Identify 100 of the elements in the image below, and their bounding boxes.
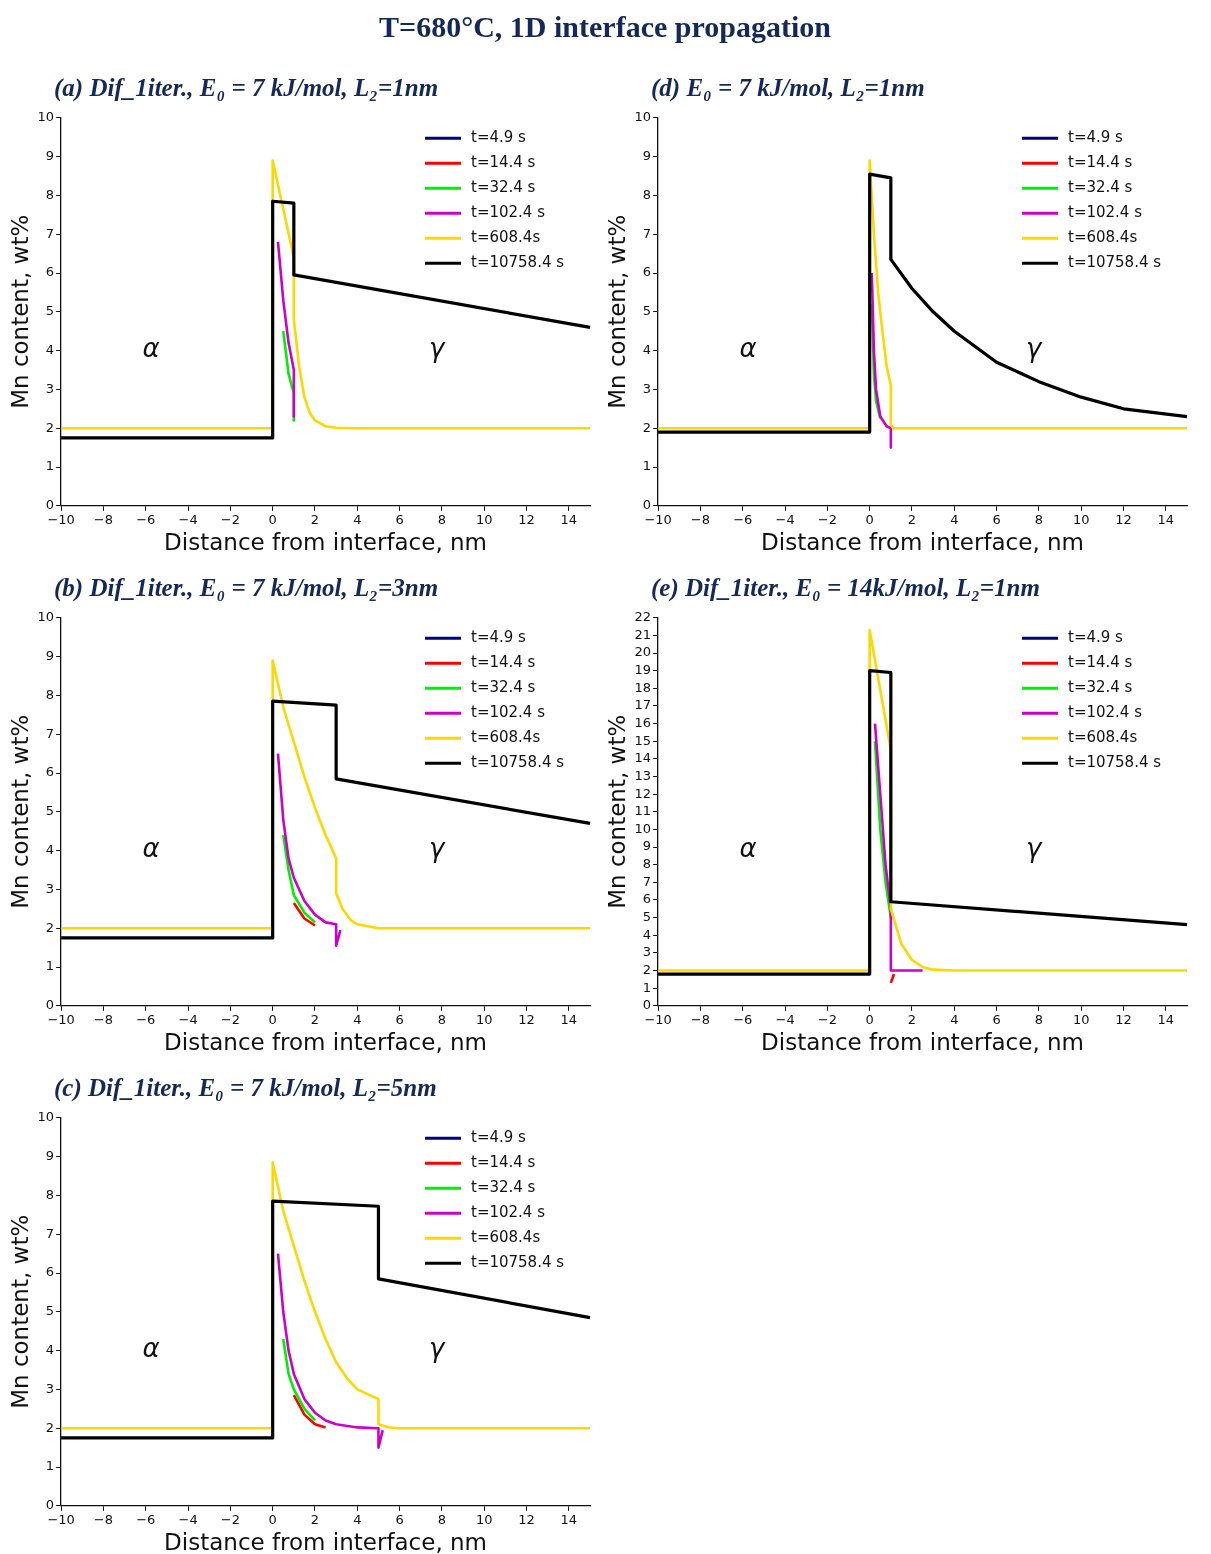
x-tick-label: 10 <box>475 1011 493 1027</box>
x-tick-label: −2 <box>220 1511 240 1527</box>
annotation: α <box>739 833 757 864</box>
annotation: γ <box>1025 833 1043 864</box>
y-tick-label: 2 <box>45 919 55 935</box>
legend-label: t=32.4 s <box>471 1178 536 1197</box>
x-tick-label: 2 <box>310 1511 320 1527</box>
legend-label: t=102.4 s <box>471 703 546 722</box>
y-tick-label: 10 <box>37 1109 55 1125</box>
x-axis-title: Distance from interface, nm <box>761 529 1085 556</box>
annotation: α <box>739 333 757 364</box>
x-tick-label: 14 <box>1157 1011 1175 1027</box>
y-tick-label: 1 <box>642 458 652 474</box>
x-tick-label: 2 <box>310 511 320 527</box>
annotation: γ <box>1025 333 1043 364</box>
y-axis-title: Mn content, wt% <box>6 1214 33 1409</box>
y-tick-label: 4 <box>45 341 55 357</box>
y-tick-label: 0 <box>45 1497 55 1513</box>
x-tick-label: −10 <box>47 1511 75 1527</box>
y-tick-label: 9 <box>45 1147 55 1163</box>
legend-label: t=102.4 s <box>471 1203 546 1222</box>
x-tick-label: 0 <box>268 511 277 527</box>
x-tick-label: 2 <box>907 1011 917 1027</box>
x-tick-label: 12 <box>1115 511 1132 527</box>
y-tick-label: 4 <box>642 341 652 357</box>
x-tick-label: −6 <box>733 1011 753 1027</box>
x-tick-label: 6 <box>992 511 1001 527</box>
y-tick-label: 11 <box>634 803 652 819</box>
x-tick-label: 4 <box>950 511 959 527</box>
y-tick-label: 4 <box>642 926 652 942</box>
y-tick-label: 3 <box>45 880 55 896</box>
y-tick-label: 2 <box>642 419 652 435</box>
y-tick-label: 9 <box>45 647 55 663</box>
x-tick-label: −6 <box>136 1511 156 1527</box>
x-tick-label: 4 <box>950 1011 959 1027</box>
y-tick-label: 7 <box>45 1225 55 1241</box>
x-tick-label: −2 <box>817 1011 837 1027</box>
x-tick-label: 0 <box>268 1511 277 1527</box>
x-tick-label: −10 <box>47 1011 75 1027</box>
x-tick-label: 6 <box>395 511 404 527</box>
y-tick-label: 14 <box>634 750 652 766</box>
x-tick-label: −10 <box>47 511 75 527</box>
y-tick-label: 5 <box>45 1303 55 1319</box>
y-tick-label: 6 <box>45 1264 55 1280</box>
y-tick-label: 1 <box>45 1458 55 1474</box>
y-tick-label: 8 <box>45 186 55 202</box>
x-tick-label: −4 <box>178 1011 198 1027</box>
x-tick-label: 8 <box>437 511 447 527</box>
legend-label: t=102.4 s <box>1068 703 1143 722</box>
y-tick-label: 2 <box>642 961 652 977</box>
y-tick-label: 3 <box>45 380 55 396</box>
x-tick-label: 14 <box>560 511 578 527</box>
legend-label: t=14.4 s <box>1068 153 1133 172</box>
x-tick-label: 12 <box>1115 1011 1132 1027</box>
x-axis-title: Distance from interface, nm <box>164 1029 488 1056</box>
x-tick-label: −10 <box>644 511 672 527</box>
y-tick-label: 0 <box>45 997 55 1013</box>
x-tick-label: 14 <box>560 1011 578 1027</box>
y-tick-label: 8 <box>45 1186 55 1202</box>
legend-label: t=4.9 s <box>471 1128 527 1147</box>
legend-label: t=32.4 s <box>471 678 536 697</box>
x-tick-label: 8 <box>1034 511 1044 527</box>
legend-label: t=4.9 s <box>471 128 527 147</box>
x-tick-label: 12 <box>518 1511 535 1527</box>
x-tick-label: 4 <box>353 1011 362 1027</box>
x-tick-label: 0 <box>865 511 874 527</box>
y-tick-label: 0 <box>642 497 652 513</box>
y-tick-label: 2 <box>45 1419 55 1435</box>
text: T=680°C, 1D interface propagation <box>378 9 832 45</box>
y-tick-label: 6 <box>642 264 652 280</box>
x-tick-label: 2 <box>310 1011 320 1027</box>
x-tick-label: −2 <box>220 511 240 527</box>
x-tick-label: −4 <box>178 1511 198 1527</box>
y-axis-title: Mn content, wt% <box>603 714 630 909</box>
x-tick-label: 6 <box>992 1011 1001 1027</box>
x-tick-label: 10 <box>475 511 493 527</box>
y-axis-title: Mn content, wt% <box>603 214 630 409</box>
x-tick-label: −8 <box>690 511 711 527</box>
y-tick-label: 8 <box>642 856 652 872</box>
x-axis-title: Distance from interface, nm <box>164 529 488 556</box>
y-tick-label: 0 <box>642 997 652 1013</box>
x-tick-label: 2 <box>907 511 917 527</box>
y-tick-label: 9 <box>45 147 55 163</box>
legend-label: t=14.4 s <box>471 1153 536 1172</box>
legend-label: t=608.4s <box>1068 228 1138 247</box>
y-tick-label: 8 <box>642 186 652 202</box>
legend-label: t=10758.4 s <box>1068 753 1162 772</box>
legend-label: t=10758.4 s <box>1068 253 1162 272</box>
x-tick-label: −6 <box>136 511 156 527</box>
y-tick-label: 7 <box>45 225 55 241</box>
y-tick-label: 6 <box>45 264 55 280</box>
y-tick-label: 3 <box>45 1380 55 1396</box>
y-tick-label: 15 <box>634 732 652 748</box>
y-tick-label: 10 <box>634 109 652 125</box>
x-tick-label: 4 <box>353 511 362 527</box>
x-tick-label: −8 <box>93 1511 114 1527</box>
y-tick-label: 3 <box>642 380 652 396</box>
legend-label: t=608.4s <box>471 728 541 747</box>
chart-title: (b) Dif_1iter., E₀ = 7 kJ/mol, L₂=3nm <box>53 574 440 604</box>
x-tick-label: 12 <box>518 1011 535 1027</box>
